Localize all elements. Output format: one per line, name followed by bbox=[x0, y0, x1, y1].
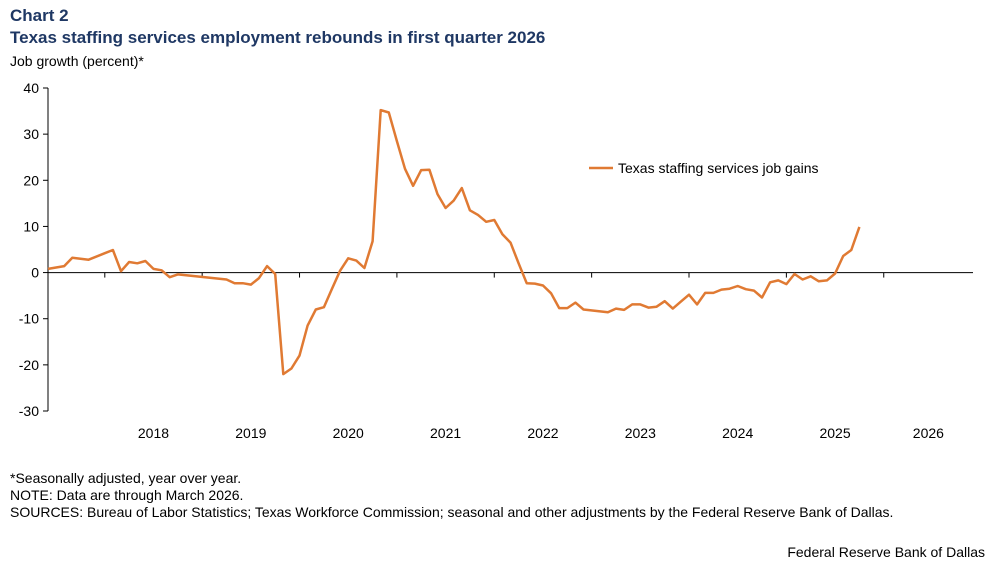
x-tick-label: 2018 bbox=[138, 425, 169, 441]
x-axis: 2018 2019 2020 2021 2022 2023 2024 2025 2026 bbox=[48, 272, 973, 441]
y-tick-label: -20 bbox=[19, 357, 39, 373]
series-layer bbox=[47, 108, 861, 376]
x-tick-label: 2021 bbox=[430, 425, 461, 441]
chart-number: Chart 2 bbox=[10, 6, 69, 25]
x-tick-label: 2023 bbox=[625, 425, 656, 441]
y-tick-label: 20 bbox=[23, 172, 39, 188]
x-tick-label: 2026 bbox=[913, 425, 944, 441]
x-tick-label: 2020 bbox=[333, 425, 364, 441]
y-tick-label: -30 bbox=[19, 403, 39, 419]
data-note: NOTE: Data are through March 2026. bbox=[10, 487, 244, 503]
legend: Texas staffing services job gains bbox=[589, 160, 819, 176]
footnote: *Seasonally adjusted, year over year. bbox=[10, 470, 242, 486]
legend-label: Texas staffing services job gains bbox=[618, 160, 819, 176]
y-tick-label: 0 bbox=[31, 265, 39, 281]
y-axis: 40 30 20 10 0 -10 -20 -30 bbox=[19, 80, 49, 419]
x-tick-label: 2022 bbox=[527, 425, 558, 441]
y-tick-label: -10 bbox=[19, 311, 39, 327]
x-tick-label: 2025 bbox=[819, 425, 850, 441]
series-line bbox=[47, 108, 861, 376]
chart-title: Texas staffing services employment rebou… bbox=[10, 28, 546, 47]
x-tick-label: 2024 bbox=[722, 425, 753, 441]
chart-notes: *Seasonally adjusted, year over year. NO… bbox=[10, 470, 940, 521]
publisher-credit: Federal Reserve Bank of Dallas bbox=[787, 544, 985, 560]
y-tick-label: 40 bbox=[23, 80, 39, 96]
y-tick-label: 10 bbox=[23, 218, 39, 234]
x-tick-label: 2019 bbox=[235, 425, 266, 441]
y-axis-unit-label: Job growth (percent)* bbox=[10, 53, 144, 69]
y-tick-label: 30 bbox=[23, 126, 39, 142]
sources-note: SOURCES: Bureau of Labor Statistics; Tex… bbox=[10, 504, 894, 520]
